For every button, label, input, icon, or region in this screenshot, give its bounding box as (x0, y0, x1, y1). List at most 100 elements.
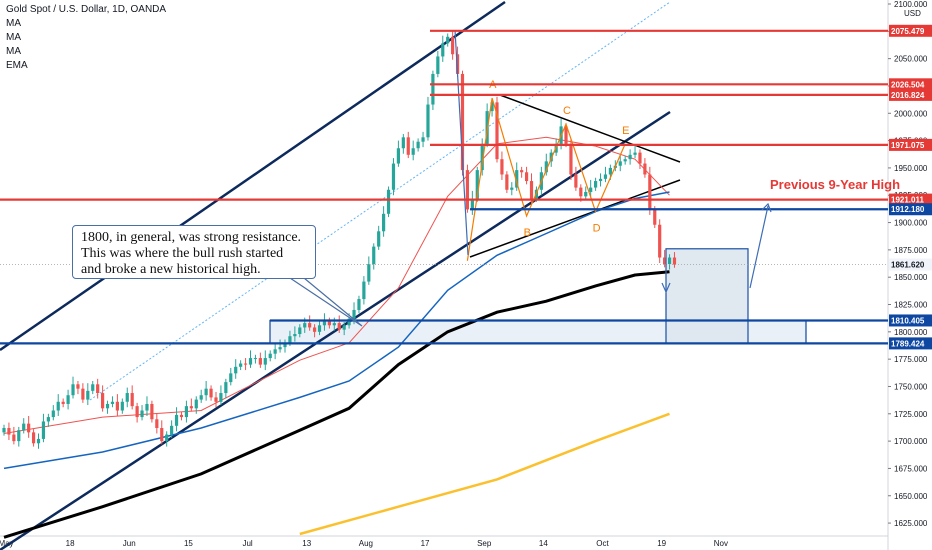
price-level-tag-label: 2075.479 (891, 27, 925, 36)
indicator-label-3[interactable]: MA (6, 46, 21, 57)
candle-body (337, 323, 341, 330)
candle-body (500, 159, 504, 175)
candle-body (219, 393, 223, 402)
candle-body (672, 257, 677, 265)
price-level-tag-label: 1810.405 (891, 316, 925, 325)
candle-body (56, 401, 60, 411)
candle-body (431, 73, 435, 105)
candle-body (273, 349, 277, 354)
triangle-lower-line (469, 179, 681, 258)
candle-body (199, 395, 203, 400)
y-tick-label: 1950.000 (894, 164, 928, 173)
candle-body (367, 264, 371, 282)
candle-body (150, 403, 154, 420)
candle-body (549, 152, 553, 162)
moving-average-orange (299, 412, 670, 536)
y-tick-label: 1775.000 (894, 355, 928, 364)
annotation-callout: 1800, in general, was strong resistance.… (72, 225, 316, 279)
y-tick-label: 1750.000 (894, 382, 928, 391)
candle-body (594, 181, 598, 188)
candle-body (2, 428, 6, 433)
candle-body (204, 388, 208, 396)
candle-body (446, 36, 450, 44)
x-tick-label: Sep (477, 539, 492, 548)
x-tick-label: Jun (123, 539, 136, 548)
price-level-tag-label: 1861.620 (891, 260, 925, 269)
candle-body (465, 170, 470, 210)
candle-body (96, 384, 100, 394)
candle-body (515, 170, 519, 188)
candle-body (170, 425, 174, 435)
candle-body (209, 388, 213, 398)
candle-body (347, 318, 351, 326)
candle-body (569, 143, 573, 175)
candle-body (396, 148, 400, 164)
indicator-label-4[interactable]: EMA (6, 60, 28, 71)
candle-body (598, 178, 603, 182)
candle-body (189, 406, 193, 409)
candle-body (421, 137, 425, 142)
candle-body (66, 395, 70, 404)
pattern-label-E: E (622, 125, 629, 137)
candle-body (298, 327, 302, 335)
drop-arrow-line (454, 29, 469, 256)
candle-body (293, 334, 297, 337)
candle-body (342, 325, 346, 330)
candle-body (451, 36, 455, 55)
price-level-tag (889, 314, 932, 327)
y-tick-label: 1675.000 (894, 464, 928, 473)
candle-body (362, 281, 366, 300)
price-level-tag-label: 1912.180 (891, 205, 925, 214)
candle-body (239, 363, 243, 367)
indicator-label-2[interactable]: MA (6, 32, 21, 43)
candle-body (584, 191, 588, 197)
moving-average-red (3, 136, 670, 434)
y-tick-label: 1825.000 (894, 301, 928, 310)
annotation-line-3: and broke a new historical high. (81, 262, 261, 277)
candle-body (391, 163, 396, 190)
candle-body (263, 358, 267, 365)
candle-body (332, 323, 336, 326)
price-level-tag-label: 1971.075 (891, 141, 925, 150)
candle-body (174, 414, 179, 426)
candle-body (253, 358, 258, 360)
candle-body (184, 406, 189, 418)
price-level-tag (889, 337, 932, 350)
candle-body (194, 399, 198, 409)
projection-up-arrow (749, 205, 769, 289)
candle-body (135, 406, 139, 418)
price-level-tag-label: 2016.824 (891, 91, 925, 100)
candle-body (312, 327, 317, 332)
projection-up-arrowhead (761, 202, 772, 213)
candle-body (382, 213, 386, 232)
price-level-tag-label: 1789.424 (891, 339, 925, 348)
candle-body (372, 246, 376, 265)
candle-body (317, 325, 322, 332)
candle-body (436, 56, 440, 74)
price-level-tag (889, 203, 932, 216)
price-level-tag (889, 78, 932, 91)
candle-body (278, 347, 282, 350)
candle-body (322, 320, 327, 326)
candle-body (61, 401, 65, 404)
candle-body (352, 309, 356, 319)
candle-body (71, 384, 75, 396)
candle-body (12, 434, 16, 442)
candle-body (608, 167, 612, 175)
callout-pointer (288, 277, 363, 327)
upper-channel-line (0, 0, 506, 352)
candle-body (623, 159, 627, 162)
price-level-tag (889, 193, 932, 206)
candle-body (658, 224, 662, 258)
candle-body (357, 299, 361, 310)
candle-body (268, 353, 272, 359)
x-tick-label: 19 (657, 539, 666, 548)
x-tick-label: 13 (302, 539, 311, 548)
candle-body (480, 143, 484, 171)
x-tick-label: 15 (184, 539, 193, 548)
y-tick-label: 1725.000 (894, 410, 928, 419)
indicator-label-1[interactable]: MA (6, 18, 21, 29)
candle-body (81, 388, 85, 400)
